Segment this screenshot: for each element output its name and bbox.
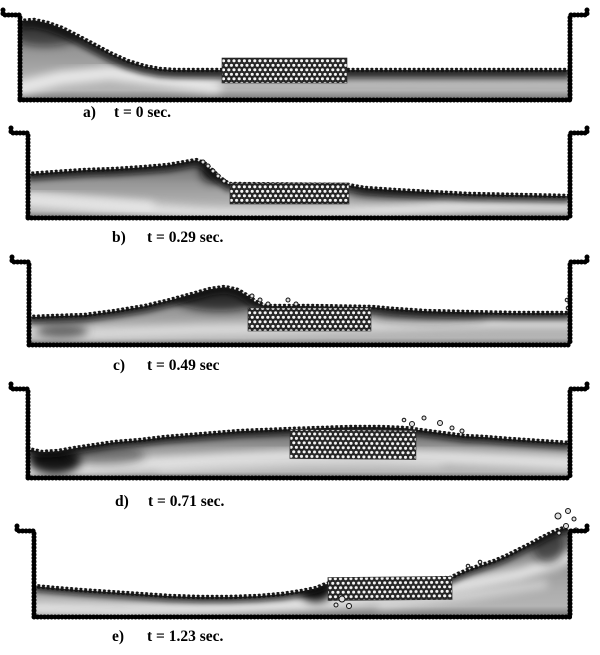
splash-particle	[563, 523, 569, 529]
splash-particle	[459, 428, 465, 434]
splash-particle	[554, 512, 562, 520]
dark-region	[36, 324, 88, 338]
panel-label-letter: e)	[112, 628, 124, 645]
splash-particle	[205, 163, 211, 169]
tank-wall-right	[567, 125, 590, 221]
panel-label-letter: b)	[112, 229, 126, 246]
light-band	[20, 65, 222, 95]
surface-particles-highlight	[19, 18, 571, 71]
splash-particle	[215, 173, 221, 179]
surface-particles-highlight	[33, 526, 571, 598]
panel-label-letter: a)	[83, 104, 96, 121]
splash-particle	[465, 563, 471, 569]
tank-wall-right	[567, 7, 590, 103]
splash-particle	[556, 530, 562, 536]
panel-c: c) t = 0.49 sec	[9, 254, 590, 374]
floating-object	[221, 57, 348, 84]
tank-wall-right	[567, 523, 590, 620]
panel-time-label: t = 0.29 sec.	[147, 229, 224, 246]
panel-time-label: t = 0.71 sec.	[148, 493, 225, 510]
tank-wall-left	[8, 381, 31, 481]
splash-particle	[210, 168, 216, 174]
splash-particle	[265, 301, 271, 307]
surface-particles-highlight	[28, 285, 571, 318]
splash-particle	[571, 516, 577, 522]
tank-wall-left	[14, 523, 37, 620]
splash-particle	[200, 159, 206, 165]
splash-particle	[257, 297, 263, 303]
splash-particle	[401, 417, 407, 423]
panel-a: a) t = 0 sec.	[0, 7, 590, 121]
light-band	[28, 191, 155, 211]
tank-wall-right	[567, 254, 590, 348]
panel-d: d) t = 0.71 sec.	[8, 381, 590, 510]
splash-particle	[421, 415, 427, 421]
floating-object	[327, 576, 453, 601]
splash-particle	[333, 602, 339, 608]
splash-particle	[565, 508, 571, 514]
floating-object	[229, 182, 350, 205]
splash-particle	[449, 425, 455, 431]
panel-b: b) t = 0.29 sec.	[8, 125, 590, 246]
panel-time-label: t = 0.49 sec	[147, 357, 220, 374]
splash-particle	[221, 178, 227, 184]
panel-e: e) t = 1.23 sec.	[14, 508, 590, 645]
light-band	[212, 81, 570, 89]
tank-wall-left	[9, 254, 32, 348]
splash-particle	[285, 297, 291, 303]
panel-label-letter: c)	[113, 357, 125, 374]
surface-particles-highlight	[27, 425, 571, 453]
splash-particle	[409, 421, 415, 427]
panel-label-letter: d)	[115, 493, 129, 510]
panel-time-label: t = 1.23 sec.	[147, 628, 224, 645]
light-band	[157, 461, 443, 473]
panel-time-label: t = 0 sec.	[114, 104, 171, 121]
tank-wall-right	[567, 381, 590, 481]
splash-particle	[346, 603, 352, 609]
splash-particle	[293, 301, 299, 307]
splash-particle	[338, 595, 346, 603]
tank-wall-left	[8, 125, 31, 221]
splash-particle	[437, 420, 443, 426]
splash-particle	[249, 293, 255, 299]
floating-object	[289, 429, 417, 460]
floating-object	[247, 307, 372, 332]
tank-wall-left	[0, 7, 23, 103]
light-band	[377, 581, 548, 609]
splash-particle	[477, 559, 483, 565]
